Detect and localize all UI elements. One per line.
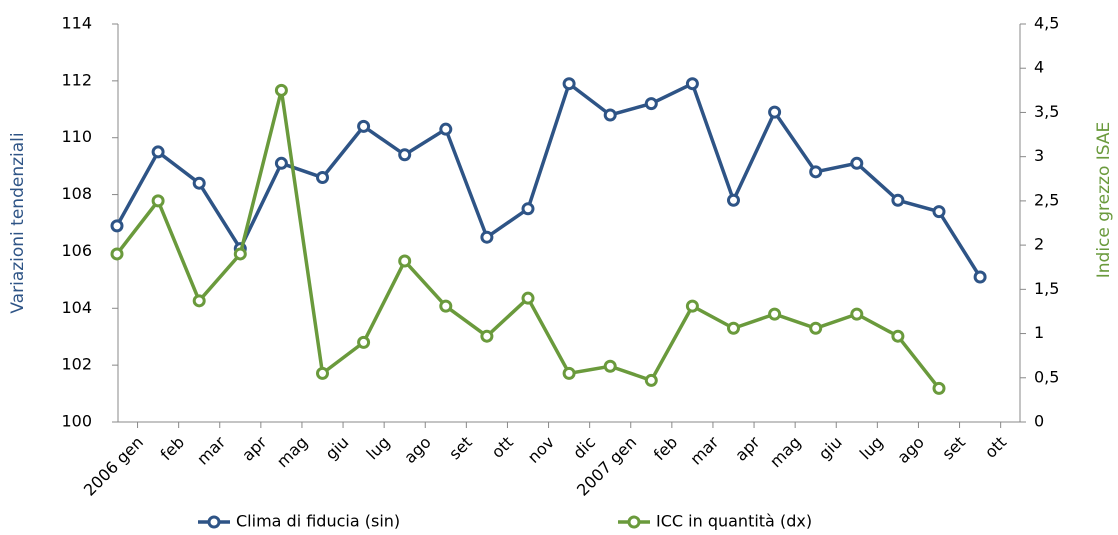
point	[233, 247, 247, 261]
point	[891, 193, 905, 207]
point	[480, 230, 494, 244]
x-tick-label: ott	[981, 433, 1010, 462]
legend-marker	[207, 515, 221, 529]
point	[316, 171, 329, 185]
point	[151, 194, 165, 208]
point	[274, 156, 288, 170]
point	[850, 156, 864, 170]
y2-axis-label: Indice grezzo ISAE	[1094, 122, 1114, 279]
y2-tick-label: 3,5	[1034, 102, 1059, 121]
point	[768, 307, 782, 321]
x-tick-label: ott	[488, 433, 517, 462]
y-tick-label: 102	[61, 355, 92, 374]
point	[603, 359, 617, 373]
point	[603, 108, 617, 122]
point	[644, 97, 658, 111]
x-tick-label: mar	[193, 432, 229, 468]
y-tick-label: 100	[61, 412, 92, 431]
y2-tick-label: 0,5	[1034, 367, 1059, 386]
series-line	[115, 89, 941, 390]
y2-tick-label: 1	[1034, 323, 1044, 342]
x-tick-label: set	[445, 433, 476, 464]
point	[274, 83, 288, 97]
point	[357, 119, 371, 133]
y2-tick-label: 0	[1034, 412, 1044, 431]
point	[727, 321, 740, 335]
point	[357, 335, 371, 349]
point	[850, 307, 864, 321]
point	[151, 145, 165, 159]
legend-label: ICC in quantità (dx)	[656, 512, 812, 531]
x-tick-label: feb	[157, 433, 189, 465]
y-tick-label: 108	[61, 184, 92, 203]
x-tick-label: apr	[731, 432, 763, 464]
y2-tick-label: 2,5	[1034, 190, 1059, 209]
point	[521, 202, 535, 216]
point	[727, 193, 740, 207]
point	[973, 270, 987, 284]
legend-label: Clima di fiducia (sin)	[236, 512, 400, 531]
x-tick-label: mar	[686, 432, 722, 468]
point	[562, 366, 576, 380]
x-tick-label: dic	[569, 433, 599, 463]
y-tick-label: 110	[61, 127, 92, 146]
point	[768, 105, 782, 119]
point	[809, 165, 823, 179]
point	[562, 77, 576, 91]
y2-tick-label: 3	[1034, 146, 1044, 165]
x-tick-label: giu	[322, 433, 353, 464]
point	[192, 176, 206, 190]
x-tick-label: ago	[400, 433, 434, 467]
y2-tick-label: 2	[1034, 235, 1044, 254]
x-tick-label: nov	[524, 433, 558, 467]
point	[685, 299, 699, 313]
y2-tick-label: 1,5	[1034, 279, 1059, 298]
y2-tick-label: 4,5	[1034, 14, 1059, 33]
point	[398, 148, 412, 162]
x-tick-label: apr	[238, 432, 270, 464]
point	[809, 321, 823, 335]
point	[480, 329, 494, 343]
point	[110, 247, 124, 261]
point	[932, 381, 946, 395]
x-tick-label: mag	[766, 433, 805, 472]
y-tick-label: 114	[61, 14, 92, 33]
x-tick-label: giu	[815, 433, 846, 464]
series-line	[115, 80, 982, 278]
y-tick-label: 112	[61, 70, 92, 89]
point	[398, 254, 412, 268]
legend-marker	[627, 515, 641, 529]
y-tick-label: 106	[61, 241, 92, 260]
x-tick-label: 2006 gen	[80, 433, 147, 500]
point	[192, 294, 206, 308]
x-tick-label: lug	[363, 433, 394, 464]
point	[521, 291, 535, 305]
point	[439, 122, 453, 136]
point	[644, 373, 658, 387]
point	[439, 299, 453, 313]
x-tick-label: mag	[273, 433, 312, 472]
point	[316, 366, 329, 380]
x-tick-label: feb	[650, 433, 682, 465]
x-tick-label: ago	[893, 433, 927, 467]
x-tick-label: lug	[856, 433, 887, 464]
point	[110, 219, 124, 233]
x-tick-label: set	[938, 433, 969, 464]
point	[932, 205, 946, 219]
y-axis-label: Variazioni tendenziali	[8, 132, 28, 313]
y2-tick-label: 4	[1034, 58, 1044, 77]
point	[685, 77, 699, 91]
y-tick-label: 104	[61, 298, 92, 317]
point	[891, 329, 905, 343]
